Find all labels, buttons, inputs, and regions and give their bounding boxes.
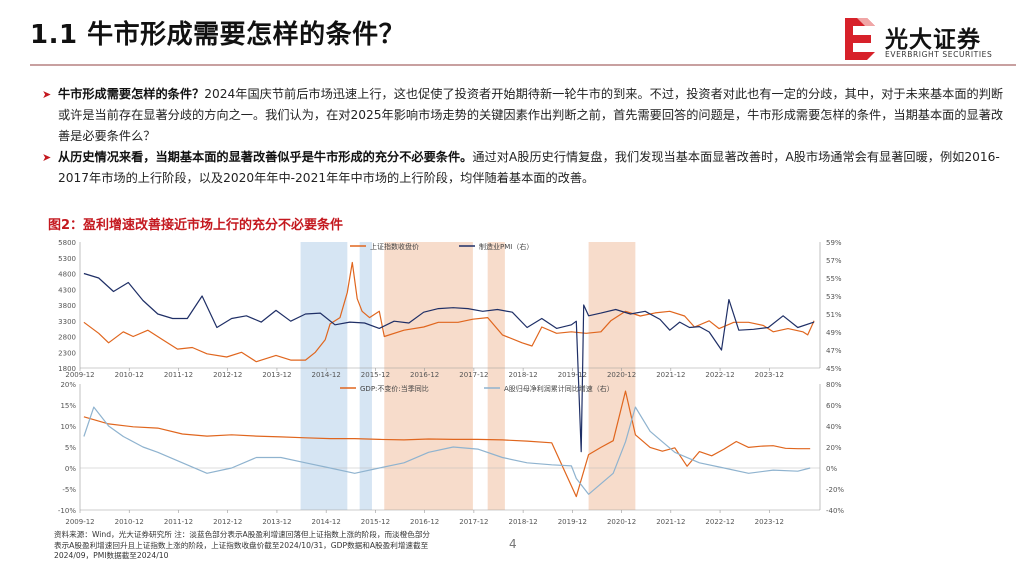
figure-source-note: 资料来源：Wind，光大证券研究所 注：淡蓝色部分表示A股盈利增速回落但上证指数… bbox=[54, 530, 514, 562]
x-axis-tick-label: 2020-12 bbox=[607, 518, 636, 526]
x-axis-tick-label: 2016-12 bbox=[410, 518, 439, 526]
right-axis-tick-label: 57% bbox=[826, 257, 842, 265]
bullet-item: ➤ 牛市形成需要怎样的条件？2024年国庆节前后市场迅速上行，这也促使了投资者开… bbox=[42, 84, 1004, 147]
x-axis-tick-label: 2021-12 bbox=[656, 371, 685, 379]
left-axis-tick-label: 10% bbox=[60, 423, 76, 431]
page-title: 1.1 牛市形成需要怎样的条件？ bbox=[30, 20, 406, 50]
figure-chart: 5800 5300 4800 4300 3800 3300 2800 2300 1800 59% 5… bbox=[58, 239, 845, 526]
right-axis-tick-label: -40% bbox=[826, 507, 844, 515]
x-axis-tick-label: 2011-12 bbox=[164, 518, 193, 526]
page-number: 4 bbox=[509, 537, 517, 551]
right-axis-tick-label: 47% bbox=[826, 347, 842, 355]
right-axis-tick-label: 0% bbox=[826, 465, 837, 473]
left-axis-tick-label: 2800 bbox=[58, 334, 76, 342]
right-axis-tick-label: 59% bbox=[826, 239, 842, 247]
x-axis-tick-label: 2012-12 bbox=[213, 371, 242, 379]
bullet-item: ➤ 从历史情况来看，当期基本面的显著改善似乎是牛市形成的充分不必要条件。通过对A… bbox=[42, 147, 1004, 189]
x-axis-tick-label: 2021-12 bbox=[656, 518, 685, 526]
left-axis-tick-label: 2300 bbox=[58, 349, 76, 357]
left-axis-tick-label: 0% bbox=[65, 465, 76, 473]
x-axis-tick-label: 2013-12 bbox=[262, 371, 291, 379]
note-line: 表示A股盈利增速回升且上证指数上涨的阶段，上证指数收盘价截至2024/10/31… bbox=[54, 540, 429, 550]
bullet-list: ➤ 牛市形成需要怎样的条件？2024年国庆节前后市场迅速上行，这也促使了投资者开… bbox=[42, 84, 1004, 189]
orange-shaded-period bbox=[588, 242, 636, 510]
x-axis-tick-label: 2009-12 bbox=[65, 518, 94, 526]
left-axis-tick-label: 5800 bbox=[58, 239, 76, 247]
series-line bbox=[83, 390, 811, 498]
right-axis-tick-label: 40% bbox=[826, 423, 842, 431]
series-line bbox=[83, 406, 811, 495]
x-axis-tick-label: 2010-12 bbox=[115, 518, 144, 526]
x-axis-tick-label: 2022-12 bbox=[705, 518, 734, 526]
left-axis-tick-label: -5% bbox=[62, 486, 76, 494]
note-line: 2024/09，PMI数据截至2024/10 bbox=[54, 551, 169, 560]
bullet-text: 2024年国庆节前后市场迅速上行，这也促使了投资者开始期待新一轮牛市的到来。不过… bbox=[58, 87, 1004, 143]
x-axis-tick-label: 2010-12 bbox=[115, 371, 144, 379]
orange-shaded-period bbox=[487, 242, 505, 510]
x-axis-tick-label: 2014-12 bbox=[312, 371, 341, 379]
x-axis-tick-label: 2018-12 bbox=[508, 371, 537, 379]
blue-shaded-period bbox=[359, 242, 372, 510]
left-axis-tick-label: 3800 bbox=[58, 302, 76, 310]
left-axis-tick-label: 5300 bbox=[58, 255, 76, 263]
left-axis-tick-label: 4800 bbox=[58, 271, 76, 279]
x-axis-tick-label: 2012-12 bbox=[213, 518, 242, 526]
x-axis-tick-label: 2023-12 bbox=[755, 371, 784, 379]
x-axis-tick-label: 2017-12 bbox=[459, 371, 488, 379]
right-axis-tick-label: -20% bbox=[826, 486, 844, 494]
x-axis-tick-label: 2023-12 bbox=[755, 518, 784, 526]
bullet-arrow-icon: ➤ bbox=[42, 88, 52, 101]
blue-shaded-period bbox=[300, 242, 348, 510]
logo-text-cn: 光大证券 bbox=[885, 27, 981, 53]
x-axis-tick-label: 2011-12 bbox=[164, 371, 193, 379]
right-axis-tick-label: 60% bbox=[826, 402, 842, 410]
right-axis-tick-label: 49% bbox=[826, 329, 842, 337]
x-axis-tick-label: 2009-12 bbox=[65, 371, 94, 379]
left-axis-tick-label: 4300 bbox=[58, 286, 76, 294]
figure-title: 图2：盈利增速改善接近市场上行的充分不必要条件 bbox=[48, 218, 344, 233]
x-axis-tick-label: 2022-12 bbox=[705, 371, 734, 379]
x-axis-tick-label: 2018-12 bbox=[508, 518, 537, 526]
x-axis-tick-label: 2020-12 bbox=[607, 371, 636, 379]
left-axis-tick-label: 3300 bbox=[58, 318, 76, 326]
x-axis-tick-label: 2015-12 bbox=[361, 518, 390, 526]
legend-label: 上证指数收盘价 bbox=[370, 242, 419, 251]
logo-text-en: EVERBRIGHT SECURITIES bbox=[885, 50, 993, 59]
left-axis-tick-label: 15% bbox=[60, 402, 76, 410]
x-axis-tick-label: 2019-12 bbox=[558, 518, 587, 526]
x-axis-tick-label: 2014-12 bbox=[312, 518, 341, 526]
legend-label: A股归母净利润累计同比增速（右） bbox=[504, 384, 614, 393]
bullet-arrow-icon: ➤ bbox=[42, 151, 52, 164]
left-axis-tick-label: -10% bbox=[58, 507, 76, 515]
left-axis-tick-label: 1800 bbox=[58, 365, 76, 373]
orange-shaded-period bbox=[384, 242, 473, 510]
right-axis-tick-label: 51% bbox=[826, 311, 842, 319]
x-axis-tick-label: 2013-12 bbox=[262, 518, 291, 526]
right-axis-tick-label: 20% bbox=[826, 444, 842, 452]
legend-label: GDP:不变价:当季同比 bbox=[360, 384, 429, 393]
company-logo: 光大证券 EVERBRIGHT SECURITIES bbox=[845, 18, 1015, 62]
note-line: 资料来源：Wind，光大证券研究所 注：淡蓝色部分表示A股盈利增速回落但上证指数… bbox=[54, 530, 430, 539]
x-axis-tick-label: 2016-12 bbox=[410, 371, 439, 379]
title-divider bbox=[30, 64, 1016, 66]
left-axis-tick-label: 20% bbox=[60, 381, 76, 389]
everbright-logo-icon bbox=[845, 18, 875, 60]
x-axis-tick-label: 2015-12 bbox=[361, 371, 390, 379]
x-axis-tick-label: 2017-12 bbox=[459, 518, 488, 526]
right-axis-tick-label: 80% bbox=[826, 381, 842, 389]
bullet-heading: 从历史情况来看，当期基本面的显著改善似乎是牛市形成的充分不必要条件。 bbox=[58, 150, 473, 164]
series-line bbox=[83, 261, 815, 363]
bullet-heading: 牛市形成需要怎样的条件？ bbox=[58, 87, 205, 101]
right-axis-tick-label: 53% bbox=[826, 293, 842, 301]
series-line bbox=[83, 272, 815, 453]
bullet-text: 通过对A股历史行情复盘，我们发现当基本面显著改善时，A股市场通常会有显著回暖，例… bbox=[58, 150, 1000, 185]
left-axis-tick-label: 5% bbox=[65, 444, 76, 452]
right-axis-tick-label: 45% bbox=[826, 365, 842, 373]
legend-label: 制造业PMI（右） bbox=[479, 242, 533, 251]
right-axis-tick-label: 55% bbox=[826, 275, 842, 283]
x-axis-tick-label: 2019-12 bbox=[558, 371, 587, 379]
